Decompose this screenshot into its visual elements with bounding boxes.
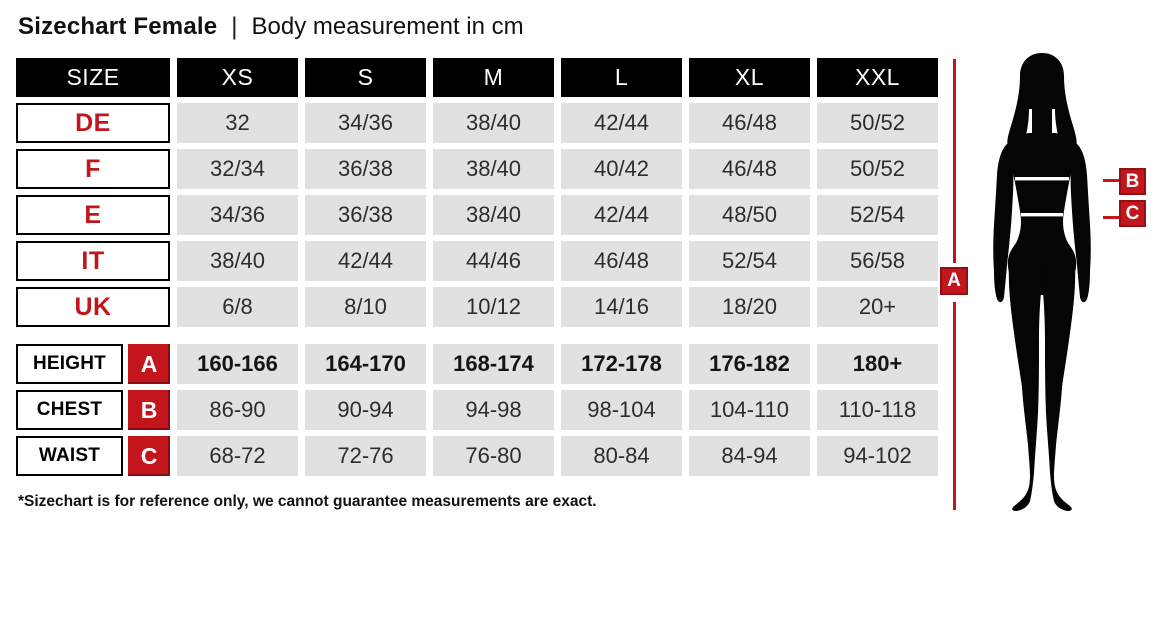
row-group-divider: [16, 333, 938, 338]
table-cell: 34/36: [177, 195, 298, 235]
table-cell: 52/54: [689, 241, 810, 281]
chest-line: [1015, 177, 1069, 181]
row-label-chest: CHEST B: [16, 390, 170, 430]
title-main: Sizechart Female: [18, 13, 218, 40]
row-label-de: DE: [16, 103, 170, 143]
table-cell: 80-84: [561, 436, 682, 476]
chest-letter-badge: B: [128, 390, 170, 430]
table-cell: 84-94: [689, 436, 810, 476]
table-cell: 90-94: [305, 390, 426, 430]
table-cell: 32: [177, 103, 298, 143]
page-title: Sizechart Female | Body measurement in cm: [18, 12, 524, 42]
footnote: *Sizechart is for reference only, we can…: [18, 493, 597, 510]
chest-label-box: CHEST: [16, 390, 123, 430]
waist-letter-badge: C: [128, 436, 170, 476]
row-label-waist: WAIST C: [16, 436, 170, 476]
table-cell: 46/48: [689, 103, 810, 143]
table-cell: 38/40: [177, 241, 298, 281]
chest-marker-b: B: [1119, 168, 1146, 195]
height-measure-line-top: [953, 59, 956, 263]
table-cell: 72-76: [305, 436, 426, 476]
table-cell: 32/34: [177, 149, 298, 189]
table-cell: 160-166: [177, 344, 298, 384]
table-cell: 36/38: [305, 195, 426, 235]
height-letter-badge: A: [128, 344, 170, 384]
table-cell: 20+: [817, 287, 938, 327]
column-header-xxl: XXL: [817, 58, 938, 97]
title-subtitle: Body measurement in cm: [251, 13, 524, 40]
row-label-it: IT: [16, 241, 170, 281]
table-cell: 38/40: [433, 149, 554, 189]
table-cell: 46/48: [561, 241, 682, 281]
column-header-size: SIZE: [16, 58, 170, 97]
column-header-xl: XL: [689, 58, 810, 97]
table-cell: 94-102: [817, 436, 938, 476]
table-cell: 40/42: [561, 149, 682, 189]
column-header-xs: XS: [177, 58, 298, 97]
table-cell: 52/54: [817, 195, 938, 235]
column-header-m: M: [433, 58, 554, 97]
row-label-uk: UK: [16, 287, 170, 327]
row-label-height: HEIGHT A: [16, 344, 170, 384]
table-cell: 104-110: [689, 390, 810, 430]
table-cell: 18/20: [689, 287, 810, 327]
table-cell: 172-178: [561, 344, 682, 384]
table-cell: 164-170: [305, 344, 426, 384]
waist-marker-c: C: [1119, 200, 1146, 227]
table-cell: 176-182: [689, 344, 810, 384]
table-cell: 44/46: [433, 241, 554, 281]
table-cell: 38/40: [433, 195, 554, 235]
table-cell: 46/48: [689, 149, 810, 189]
table-cell: 50/52: [817, 149, 938, 189]
table-cell: 94-98: [433, 390, 554, 430]
table-cell: 10/12: [433, 287, 554, 327]
table-cell: 180+: [817, 344, 938, 384]
waist-leader-line: [1103, 216, 1120, 219]
chest-leader-line: [1103, 179, 1120, 182]
column-header-s: S: [305, 58, 426, 97]
height-label-box: HEIGHT: [16, 344, 123, 384]
waist-label-box: WAIST: [16, 436, 123, 476]
table-cell: 42/44: [561, 103, 682, 143]
title-separator: |: [231, 12, 238, 41]
table-cell: 8/10: [305, 287, 426, 327]
table-cell: 42/44: [305, 241, 426, 281]
size-table: SIZE XS S M L XL XXL DE 32 34/36 38/40 4…: [16, 58, 938, 476]
height-measure-line-bottom: [953, 302, 956, 510]
table-cell: 42/44: [561, 195, 682, 235]
table-cell: 34/36: [305, 103, 426, 143]
table-cell: 14/16: [561, 287, 682, 327]
table-cell: 48/50: [689, 195, 810, 235]
female-silhouette-figure: [993, 53, 1091, 511]
table-cell: 68-72: [177, 436, 298, 476]
table-cell: 6/8: [177, 287, 298, 327]
height-marker-a: A: [940, 267, 968, 295]
waist-line: [1021, 213, 1063, 217]
row-label-e: E: [16, 195, 170, 235]
table-cell: 168-174: [433, 344, 554, 384]
table-cell: 50/52: [817, 103, 938, 143]
table-cell: 38/40: [433, 103, 554, 143]
table-cell: 110-118: [817, 390, 938, 430]
table-cell: 86-90: [177, 390, 298, 430]
table-cell: 76-80: [433, 436, 554, 476]
table-cell: 56/58: [817, 241, 938, 281]
table-cell: 36/38: [305, 149, 426, 189]
table-cell: 98-104: [561, 390, 682, 430]
column-header-l: L: [561, 58, 682, 97]
row-label-f: F: [16, 149, 170, 189]
